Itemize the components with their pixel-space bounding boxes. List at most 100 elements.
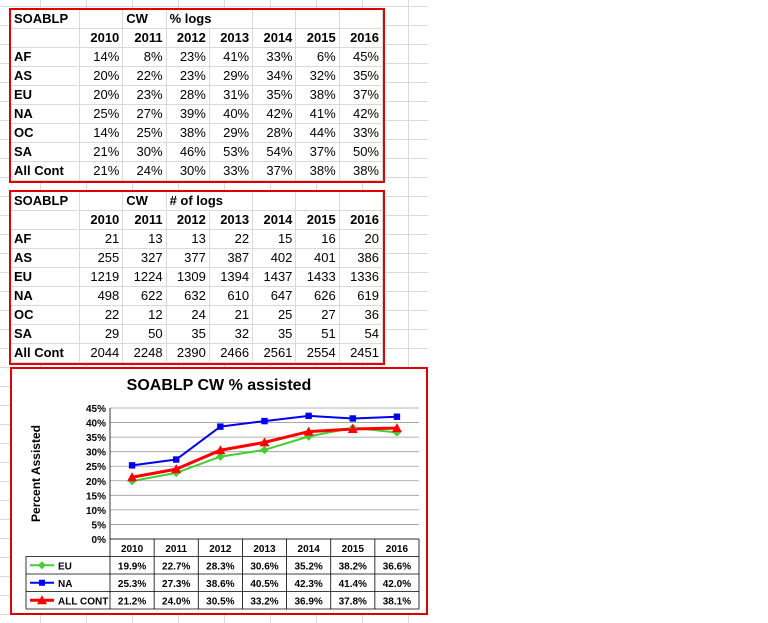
value-cell: 21: [209, 305, 254, 325]
table-unit-cell: % logs: [166, 10, 254, 29]
year-header-cell: 2015: [295, 28, 340, 48]
number-of-logs-grid: SOABLP CW # of logs 2010 2011 2012 2013 2014 201…: [11, 192, 384, 363]
data-point: [38, 561, 46, 570]
data-table-value: 30.5%: [206, 596, 234, 607]
x-category-label: 2013: [253, 544, 276, 555]
value-cell: 40%: [209, 104, 254, 124]
value-cell: 35%: [339, 66, 384, 86]
value-cell: 30%: [166, 161, 210, 181]
percent-logs-table: SOABLP CW% logs 2010 2011 2012 2013 2014 2015 20…: [9, 8, 385, 183]
value-cell: 28%: [166, 85, 210, 105]
value-cell: 20%: [79, 85, 124, 105]
table-title-cell: SOABLP: [11, 10, 80, 29]
data-table-value: 28.3%: [206, 561, 234, 572]
table-year-row: 2010 2011 2012 2013 2014 2015 2016: [11, 28, 384, 48]
data-table-value: 36.6%: [383, 561, 411, 572]
table-row: OC 22 12 24 21 25 27 36: [11, 305, 384, 325]
value-cell: 401: [295, 248, 340, 268]
x-category-label: 2011: [165, 544, 187, 555]
value-cell: 24: [166, 305, 210, 325]
row-label-cell: SA: [11, 324, 80, 344]
value-cell: 29%: [209, 66, 254, 86]
table-metric-cell: CW: [122, 10, 167, 29]
value-cell: 27%: [122, 104, 167, 124]
row-label-cell: NA: [11, 104, 80, 124]
data-table-value: 21.2%: [118, 596, 146, 607]
value-cell: 54%: [252, 142, 297, 162]
value-cell: 38%: [339, 161, 384, 181]
value-cell: 39%: [166, 104, 210, 124]
value-cell: 15: [252, 229, 297, 249]
table-corner-cell: [11, 28, 80, 48]
data-point: [391, 423, 402, 433]
value-cell: 23%: [166, 66, 210, 86]
value-cell: 498: [79, 286, 124, 306]
value-cell: 38%: [295, 161, 340, 181]
x-category-label: 2012: [209, 544, 232, 555]
value-cell: 42%: [252, 104, 297, 124]
year-header-cell: 2014: [252, 210, 297, 230]
row-label-cell: OC: [11, 305, 80, 325]
table-blank-cell: [339, 10, 384, 29]
year-header-cell: 2016: [339, 210, 384, 230]
data-table-value: 37.8%: [339, 596, 367, 607]
y-tick-label: 10%: [86, 506, 106, 517]
data-point: [37, 595, 47, 605]
x-category-label: 2010: [121, 544, 144, 555]
value-cell: 327: [122, 248, 167, 268]
value-cell: 33%: [209, 161, 254, 181]
value-cell: 37%: [252, 161, 297, 181]
data-table-value: 19.9%: [118, 561, 146, 572]
value-cell: 13: [122, 229, 167, 249]
data-point: [215, 445, 226, 455]
y-tick-label: 25%: [86, 462, 106, 473]
value-cell: 33%: [339, 123, 384, 143]
value-cell: 50%: [339, 142, 384, 162]
table-blank-cell: [79, 192, 124, 211]
table-corner-cell: [11, 210, 80, 230]
data-table-value: 35.2%: [294, 561, 322, 572]
value-cell: 50: [122, 324, 167, 344]
data-table-value: 41.4%: [339, 579, 367, 590]
row-label-cell: All Cont: [11, 161, 80, 181]
table-blank-cell: [295, 10, 340, 29]
data-table-value: 40.5%: [250, 579, 278, 590]
value-cell: 13: [166, 229, 210, 249]
row-label-cell: All Cont: [11, 343, 80, 363]
value-cell: 1219: [79, 267, 124, 287]
table-row: SA 21% 30% 46% 53% 54% 37% 50%: [11, 142, 384, 162]
value-cell: 41%: [209, 47, 254, 67]
table-row: All Cont 2044 2248 2390 2466 2561 2554 2451: [11, 343, 384, 363]
value-cell: 610: [209, 286, 254, 306]
value-cell: 387: [209, 248, 254, 268]
value-cell: 31%: [209, 85, 254, 105]
value-cell: 2451: [339, 343, 384, 363]
value-cell: 2554: [295, 343, 340, 363]
data-table-value: 27.3%: [162, 579, 190, 590]
chart-container: SOABLP CW % assisted Percent Assisted 0% 5%…: [10, 367, 428, 615]
x-category-label: 2016: [386, 544, 409, 555]
data-point: [171, 464, 182, 474]
row-label-cell: EU: [11, 267, 80, 287]
table-unit-cell: # of logs: [166, 192, 254, 211]
year-header-cell: 2011: [122, 28, 167, 48]
value-cell: 28%: [252, 123, 297, 143]
value-cell: 21%: [79, 142, 124, 162]
value-cell: 402: [252, 248, 297, 268]
value-cell: 2248: [122, 343, 167, 363]
value-cell: 22%: [122, 66, 167, 86]
value-cell: 41%: [295, 104, 340, 124]
data-table-value: 38.6%: [206, 579, 234, 590]
data-point: [349, 415, 356, 422]
value-cell: 377: [166, 248, 210, 268]
data-point: [216, 452, 225, 461]
y-axis-title: Percent Assisted: [29, 425, 43, 522]
value-cell: 25%: [79, 104, 124, 124]
table-title-cell: SOABLP: [11, 192, 80, 211]
value-cell: 255: [79, 248, 124, 268]
value-cell: 632: [166, 286, 210, 306]
percent-logs-grid: SOABLP CW% logs 2010 2011 2012 2013 2014 2015 20…: [11, 10, 384, 181]
value-cell: 1309: [166, 267, 210, 287]
value-cell: 2390: [166, 343, 210, 363]
value-cell: 38%: [166, 123, 210, 143]
